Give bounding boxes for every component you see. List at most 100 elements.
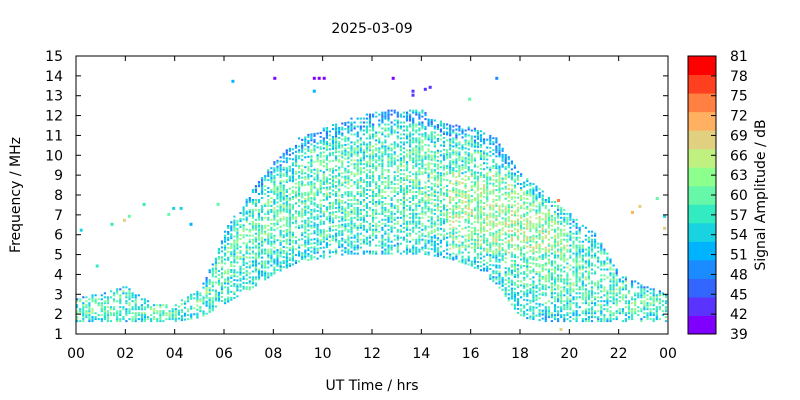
heatmap-cell [452,240,455,243]
heatmap-cell [338,129,341,131]
heatmap-cell [347,212,350,215]
heatmap-cell [279,188,282,191]
heatmap-cell [504,221,507,224]
heatmap-cell [125,292,128,295]
heatmap-cell [276,209,279,212]
heatmap-cell [476,265,479,267]
heatmap-cell [498,260,501,263]
heatmap-cell [409,157,412,160]
heatmap-cell [566,304,569,307]
heatmap-cell [313,134,316,137]
heatmap-cell [495,171,498,174]
heatmap-cell [479,164,483,166]
heatmap-cell [307,135,310,138]
heatmap-cell [356,252,359,255]
heatmap-cell [205,300,208,303]
heatmap-cell [368,125,372,128]
heatmap-cell [193,307,196,310]
heatmap-cell [396,238,399,241]
heatmap-cell [313,184,316,187]
heatmap-cell [409,208,412,211]
heatmap-cell [211,273,214,276]
heatmap-cell [116,300,119,303]
heatmap-cell [205,302,208,305]
heatmap-cell [436,151,439,154]
heatmap-cell [359,147,362,150]
heatmap-cell [541,190,544,193]
heatmap-cell [470,189,473,191]
heatmap-cell [520,272,523,275]
heatmap-cell [279,190,282,192]
heatmap-cell [313,186,316,189]
heatmap-cell [529,250,532,253]
heatmap-cell [365,181,368,184]
heatmap-cell [236,229,239,232]
heatmap-cell [409,228,412,231]
heatmap-cell [495,139,498,142]
heatmap-cell [279,253,282,256]
heatmap-cell [442,144,446,147]
heatmap-cell [458,252,461,255]
heatmap-cell [501,221,504,224]
heatmap-cell [233,259,236,262]
heatmap-cell [375,183,378,186]
heatmap-cell [572,318,575,321]
heatmap-cell [375,212,378,215]
heatmap-cell [362,234,365,237]
heatmap-cell [393,177,396,180]
heatmap-cell [196,296,199,299]
heatmap-cell [486,230,489,232]
heatmap-cell [473,145,476,148]
heatmap-cell [307,161,310,164]
heatmap-cell [248,234,251,237]
heatmap-cell [291,198,294,200]
heatmap-cell [381,121,384,124]
heatmap-cell [393,147,396,150]
heatmap-cell [498,169,501,172]
heatmap-cell [331,219,335,222]
heatmap-cell [547,268,550,271]
heatmap-cell [335,141,338,144]
heatmap-cell [560,212,563,215]
heatmap-cell [365,202,368,205]
heatmap-cell [569,248,572,251]
heatmap-cell [464,147,467,150]
heatmap-cell [220,256,224,259]
heatmap-cell [276,227,279,230]
heatmap-cell [396,210,399,213]
heatmap-cell [362,226,365,229]
heatmap-cell [338,168,341,171]
heatmap-cell [529,208,532,211]
heatmap-cell [353,133,356,136]
heatmap-cell [245,212,248,215]
heatmap-cell [134,304,137,307]
heatmap-cell [347,206,350,209]
heatmap-cell [526,198,529,200]
heatmap-cell [359,232,362,235]
heatmap-cell [476,221,479,224]
heatmap-cell [498,185,501,188]
heatmap-cell [254,201,257,203]
heatmap-cell [356,181,359,184]
heatmap-cell [430,140,433,143]
heatmap-cell [510,220,513,223]
heatmap-cell [282,206,285,209]
heatmap-cell [476,245,479,248]
heatmap-cell [335,248,338,251]
heatmap-cell [433,242,436,245]
heatmap-cell [325,142,328,145]
heatmap-cell [325,166,328,169]
heatmap-cell [276,259,279,261]
heatmap-cell [245,286,248,289]
heatmap-cell [560,246,563,249]
heatmap-cell [529,188,532,191]
heatmap-cell [307,211,310,214]
heatmap-cell [427,162,430,165]
heatmap-cell [325,230,328,233]
heatmap-cell [427,144,430,147]
heatmap-cell [560,302,563,305]
heatmap-cell [375,185,378,188]
heatmap-cell [325,168,328,171]
heatmap-cell [430,138,433,141]
heatmap-cell [473,238,476,241]
